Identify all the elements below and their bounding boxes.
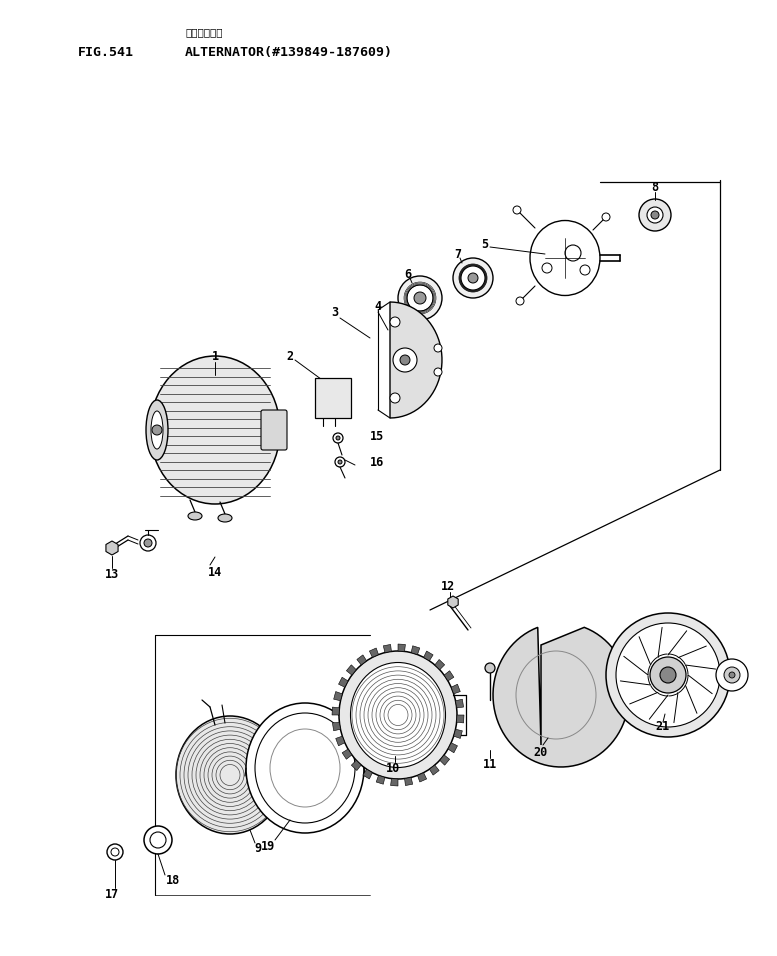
Polygon shape [336,736,345,746]
Circle shape [107,844,123,860]
Text: FIG.541: FIG.541 [78,46,134,59]
Circle shape [393,348,417,372]
Ellipse shape [188,512,202,520]
Circle shape [639,199,671,231]
Polygon shape [351,760,361,771]
Text: オルタネータ: オルタネータ [185,27,222,37]
Circle shape [468,273,478,283]
FancyBboxPatch shape [261,410,287,450]
Polygon shape [493,627,629,767]
Text: 4: 4 [375,300,382,314]
Ellipse shape [350,663,445,768]
Circle shape [606,613,730,737]
Polygon shape [347,664,357,675]
Circle shape [335,457,345,467]
Circle shape [647,207,663,223]
Polygon shape [455,699,464,707]
Polygon shape [454,729,462,738]
Polygon shape [448,743,458,752]
Circle shape [724,667,740,683]
Polygon shape [363,770,372,779]
Ellipse shape [339,651,457,779]
Polygon shape [357,655,367,665]
Circle shape [434,344,442,352]
Circle shape [650,657,686,693]
Ellipse shape [218,514,232,522]
Text: 21: 21 [656,721,670,733]
Polygon shape [423,651,433,661]
Circle shape [616,623,720,727]
Circle shape [651,211,659,219]
Circle shape [716,659,748,691]
Polygon shape [440,755,450,765]
Text: 2: 2 [287,350,294,362]
Polygon shape [444,671,454,681]
Bar [315,378,351,418]
Polygon shape [451,684,460,694]
Polygon shape [106,541,118,555]
Circle shape [144,539,152,547]
Circle shape [461,266,485,290]
Polygon shape [398,644,406,651]
Text: 7: 7 [455,248,462,260]
Text: 18: 18 [166,874,180,886]
Polygon shape [430,765,439,775]
Circle shape [390,317,400,327]
Circle shape [453,258,493,298]
Ellipse shape [146,400,168,460]
Text: 1: 1 [211,351,218,363]
Text: 5: 5 [482,237,489,250]
Polygon shape [383,644,392,653]
Circle shape [338,460,342,464]
Polygon shape [448,596,458,608]
Text: 20: 20 [534,746,548,758]
Text: 11: 11 [483,757,497,771]
Polygon shape [332,707,340,715]
Circle shape [390,393,400,403]
Polygon shape [339,677,348,687]
Circle shape [414,292,426,304]
Ellipse shape [150,356,280,504]
Text: 6: 6 [405,268,412,280]
Text: ALTERNATOR(#139849-187609): ALTERNATOR(#139849-187609) [185,46,393,59]
Circle shape [729,672,735,678]
Circle shape [333,433,343,443]
Ellipse shape [151,411,163,449]
Circle shape [140,535,156,551]
Text: 3: 3 [332,307,339,319]
Polygon shape [342,750,352,759]
Polygon shape [333,691,343,701]
Text: 14: 14 [208,566,222,578]
Circle shape [407,285,433,311]
Polygon shape [333,722,340,730]
Circle shape [144,826,172,854]
Text: 8: 8 [651,181,659,193]
Polygon shape [457,715,464,723]
Ellipse shape [246,703,364,833]
Polygon shape [435,660,444,670]
Text: 13: 13 [105,568,119,580]
Text: 17: 17 [105,887,119,901]
Text: 15: 15 [370,430,385,444]
Circle shape [485,663,495,673]
Text: 10: 10 [386,762,400,774]
Circle shape [434,368,442,376]
Polygon shape [376,775,385,784]
Text: 16: 16 [370,455,385,468]
Text: 12: 12 [441,580,455,594]
Polygon shape [417,772,427,782]
Polygon shape [390,302,442,418]
Circle shape [660,667,676,683]
Polygon shape [411,646,420,655]
Circle shape [152,425,162,435]
Ellipse shape [176,716,284,834]
Circle shape [400,355,410,365]
Circle shape [398,276,442,320]
Circle shape [336,436,340,440]
Polygon shape [391,778,398,786]
Text: 19: 19 [261,839,275,853]
Polygon shape [369,648,378,658]
Text: 9: 9 [254,841,262,855]
Polygon shape [405,777,413,786]
